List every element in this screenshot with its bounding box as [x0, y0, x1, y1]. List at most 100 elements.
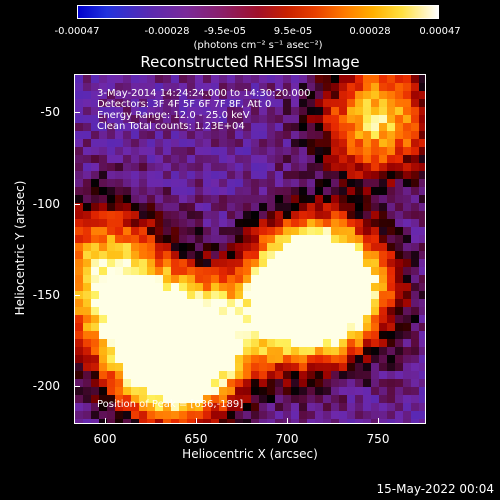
heatmap-cell: [419, 363, 425, 372]
heatmap-cell: [307, 251, 316, 260]
heatmap-cell: [267, 275, 276, 284]
heatmap-cell: [331, 219, 340, 228]
heatmap-cell: [227, 155, 236, 164]
x-tick-label: 650: [184, 432, 208, 446]
heatmap-cell: [379, 99, 388, 108]
heatmap-cell: [187, 379, 196, 388]
heatmap-cell: [379, 235, 388, 244]
heatmap-cell: [291, 283, 300, 292]
heatmap-cell: [347, 211, 356, 220]
heatmap-cell: [395, 91, 404, 100]
heatmap-cell: [299, 155, 308, 164]
heatmap-cell: [75, 195, 84, 204]
heatmap-cell: [299, 259, 308, 268]
heatmap-cell: [195, 411, 204, 420]
heatmap-cell: [395, 323, 404, 332]
heatmap-cell: [307, 195, 316, 204]
heatmap-cell: [419, 139, 425, 148]
heatmap-cell: [123, 123, 132, 132]
heatmap-cell: [299, 123, 308, 132]
heatmap-cell: [187, 363, 196, 372]
heatmap-cell: [179, 243, 188, 252]
heatmap-cell: [91, 387, 100, 396]
heatmap-cell: [147, 299, 156, 308]
heatmap-cell: [267, 235, 276, 244]
heatmap-cell: [155, 83, 164, 92]
heatmap-cell: [315, 355, 324, 364]
rhessi-image-map: [75, 75, 425, 423]
heatmap-cell: [243, 123, 252, 132]
heatmap-cell: [387, 291, 396, 300]
heatmap-cell: [299, 75, 308, 84]
heatmap-cell: [307, 347, 316, 356]
heatmap-cell: [395, 251, 404, 260]
heatmap-cell: [99, 227, 108, 236]
plot-timestamp: 15-May-2022 00:04: [376, 482, 494, 496]
heatmap-cell: [371, 379, 380, 388]
heatmap-cell: [203, 363, 212, 372]
heatmap-cell: [195, 211, 204, 220]
heatmap-cell: [211, 203, 220, 212]
heatmap-cell: [291, 211, 300, 220]
heatmap-cell: [379, 275, 388, 284]
heatmap-cell: [139, 411, 148, 420]
heatmap-cell: [267, 283, 276, 292]
heatmap-cell: [355, 91, 364, 100]
heatmap-cell: [291, 267, 300, 276]
heatmap-cell: [211, 211, 220, 220]
heatmap-cell: [195, 147, 204, 156]
heatmap-cell: [155, 251, 164, 260]
heatmap-cell: [355, 259, 364, 268]
heatmap-cell: [163, 147, 172, 156]
heatmap-cell: [283, 307, 292, 316]
heatmap-cell: [283, 299, 292, 308]
heatmap-cell: [267, 171, 276, 180]
heatmap-cell: [187, 323, 196, 332]
heatmap-cell: [163, 219, 172, 228]
heatmap-cell: [83, 339, 92, 348]
heatmap-cell: [331, 211, 340, 220]
heatmap-cell: [307, 171, 316, 180]
heatmap-cell: [283, 283, 292, 292]
heatmap-cell: [187, 163, 196, 172]
heatmap-cell: [195, 403, 204, 412]
heatmap-cell: [331, 347, 340, 356]
heatmap-cell: [187, 195, 196, 204]
heatmap-cell: [323, 203, 332, 212]
heatmap-cell: [331, 83, 340, 92]
heatmap-cell: [403, 179, 412, 188]
heatmap-cell: [347, 171, 356, 180]
heatmap-cell: [227, 123, 236, 132]
heatmap-cell: [283, 75, 292, 84]
heatmap-cell: [395, 139, 404, 148]
heatmap-cell: [139, 171, 148, 180]
heatmap-cell: [179, 371, 188, 380]
heatmap-cell: [299, 91, 308, 100]
colorbar-tick-label: -9.5e-05: [204, 26, 246, 37]
heatmap-cell: [107, 363, 116, 372]
heatmap-cell: [219, 307, 228, 316]
heatmap-cell: [315, 363, 324, 372]
heatmap-cell: [395, 155, 404, 164]
heatmap-cell: [379, 403, 388, 412]
heatmap-cell: [163, 347, 172, 356]
heatmap-cell: [251, 291, 260, 300]
heatmap-cell: [107, 307, 116, 316]
heatmap-cell: [355, 331, 364, 340]
heatmap-cell: [403, 403, 412, 412]
heatmap-cell: [315, 195, 324, 204]
heatmap-cell: [259, 331, 268, 340]
heatmap-cell: [123, 347, 132, 356]
heatmap-cell: [267, 299, 276, 308]
heatmap-cell: [187, 307, 196, 316]
heatmap-cell: [179, 75, 188, 84]
heatmap-cell: [139, 323, 148, 332]
heatmap-cell: [187, 99, 196, 108]
heatmap-cell: [107, 403, 116, 412]
heatmap-cell: [203, 203, 212, 212]
heatmap-cell: [131, 275, 140, 284]
heatmap-cell: [187, 83, 196, 92]
heatmap-cell: [139, 419, 148, 423]
heatmap-cell: [131, 179, 140, 188]
